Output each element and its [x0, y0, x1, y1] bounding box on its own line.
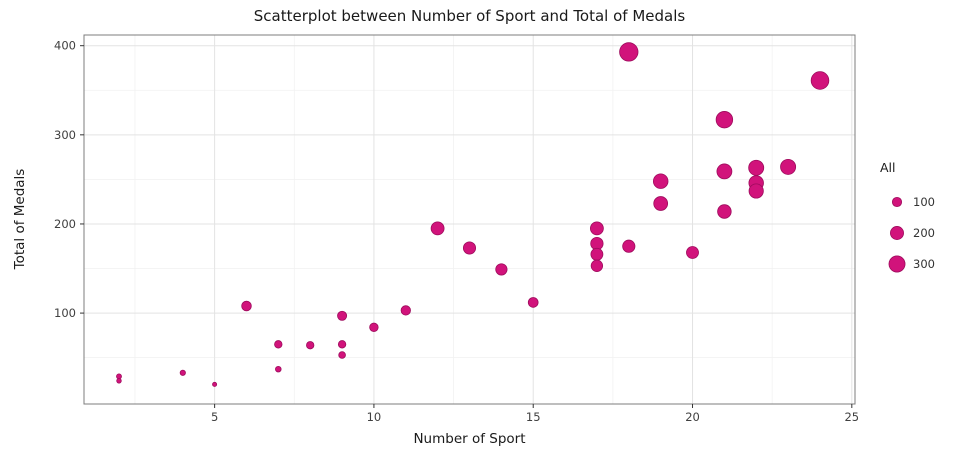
legend-key-circle — [888, 255, 906, 273]
data-point — [653, 196, 669, 211]
data-point — [717, 204, 732, 219]
legend-title: All — [880, 160, 896, 175]
x-tick-label: 10 — [367, 410, 382, 424]
legend-size-label: 300 — [913, 257, 935, 271]
data-point — [338, 351, 346, 359]
x-tick-label: 25 — [844, 410, 859, 424]
data-point — [274, 340, 283, 349]
chart-title: Scatterplot between Number of Sport and … — [253, 7, 686, 25]
legend-key-circle — [890, 226, 904, 240]
data-point — [590, 259, 604, 272]
data-point — [400, 305, 411, 316]
data-point — [337, 340, 347, 349]
data-point — [275, 365, 282, 373]
data-point — [619, 42, 639, 62]
legend-size-label: 100 — [913, 195, 935, 209]
y-axis-title: Total of Medals — [12, 168, 28, 270]
data-point — [652, 173, 669, 189]
data-point — [810, 71, 830, 90]
x-tick-label: 5 — [211, 410, 218, 424]
data-point — [527, 297, 539, 308]
data-point — [590, 247, 604, 261]
y-tick-label: 400 — [54, 39, 76, 53]
data-point — [716, 163, 733, 180]
data-point — [337, 310, 348, 321]
y-tick-label: 100 — [54, 306, 76, 320]
data-point — [116, 378, 122, 384]
data-point — [462, 241, 477, 255]
y-tick-label: 200 — [54, 217, 76, 231]
data-point — [241, 300, 252, 312]
data-point — [212, 381, 218, 387]
legend-key-circle — [891, 196, 903, 208]
data-point — [622, 239, 636, 253]
x-tick-label: 15 — [526, 410, 541, 424]
data-point — [306, 341, 315, 350]
x-axis-title: Number of Sport — [413, 431, 526, 447]
data-point — [748, 159, 765, 176]
data-point — [495, 263, 508, 276]
data-point — [686, 246, 699, 259]
panel-background — [84, 35, 855, 404]
data-point — [748, 183, 764, 199]
legend-size-label: 200 — [913, 226, 935, 240]
data-point — [715, 111, 734, 129]
data-point — [780, 158, 797, 175]
y-tick-label: 300 — [54, 128, 76, 142]
data-point — [179, 369, 186, 376]
data-point — [590, 221, 604, 236]
data-point — [430, 221, 445, 236]
data-point — [369, 322, 379, 332]
panel-border — [83, 34, 856, 405]
x-tick-label: 20 — [685, 410, 700, 424]
